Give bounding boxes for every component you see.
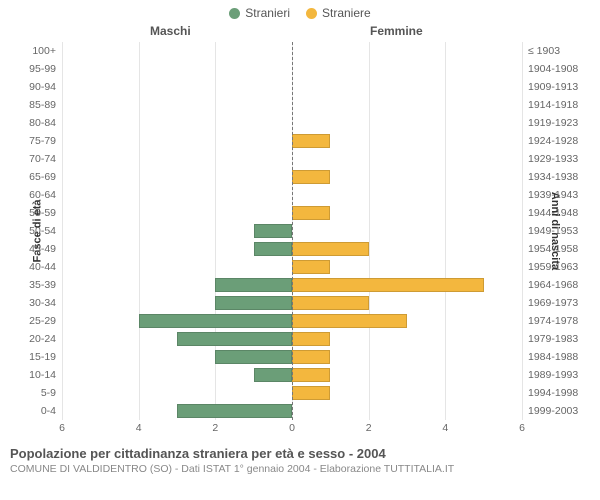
year-label: 1934-1938 — [528, 171, 578, 183]
legend-male: Stranieri — [229, 6, 290, 20]
age-label: 95-99 — [29, 63, 56, 75]
column-headers: Maschi Femmine — [0, 24, 600, 40]
year-label: ≤ 1903 — [528, 45, 560, 57]
bar-male — [215, 278, 292, 292]
bar-female — [292, 206, 330, 220]
chart-title: Popolazione per cittadinanza straniera p… — [10, 446, 590, 461]
age-label: 70-74 — [29, 153, 56, 165]
x-tick: 6 — [519, 422, 525, 434]
year-label: 1944-1948 — [528, 207, 578, 219]
age-label: 5-9 — [41, 387, 56, 399]
year-label: 1909-1913 — [528, 81, 578, 93]
year-label: 1924-1928 — [528, 135, 578, 147]
year-label: 1939-1943 — [528, 189, 578, 201]
bar-male — [215, 296, 292, 310]
x-tick: 4 — [136, 422, 142, 434]
chart-plot: Fasce di età Anni di nascita 100+≤ 19039… — [0, 42, 600, 420]
age-label: 90-94 — [29, 81, 56, 93]
legend-female-label: Straniere — [322, 6, 371, 20]
age-label: 65-69 — [29, 171, 56, 183]
center-divider — [292, 42, 293, 420]
bar-male — [254, 368, 292, 382]
x-axis: 6 4 2 0 2 4 6 — [62, 420, 522, 438]
legend-male-swatch — [229, 8, 240, 19]
bar-female — [292, 296, 369, 310]
year-label: 1969-1973 — [528, 297, 578, 309]
bar-male — [254, 242, 292, 256]
age-label: 35-39 — [29, 279, 56, 291]
age-label: 20-24 — [29, 333, 56, 345]
year-label: 1954-1958 — [528, 243, 578, 255]
year-label: 1929-1933 — [528, 153, 578, 165]
age-label: 30-34 — [29, 297, 56, 309]
bar-female — [292, 242, 369, 256]
age-label: 85-89 — [29, 99, 56, 111]
chart-subtitle: COMUNE DI VALDIDENTRO (SO) - Dati ISTAT … — [10, 463, 590, 475]
year-label: 1979-1983 — [528, 333, 578, 345]
x-tick: 2 — [366, 422, 372, 434]
age-label: 60-64 — [29, 189, 56, 201]
bar-male — [177, 332, 292, 346]
legend-female: Straniere — [306, 6, 371, 20]
legend-male-label: Stranieri — [245, 6, 290, 20]
age-label: 40-44 — [29, 261, 56, 273]
age-label: 25-29 — [29, 315, 56, 327]
bar-male — [139, 314, 292, 328]
legend-female-swatch — [306, 8, 317, 19]
year-label: 1999-2003 — [528, 405, 578, 417]
x-tick: 6 — [59, 422, 65, 434]
bar-female — [292, 332, 330, 346]
bar-female — [292, 278, 484, 292]
year-label: 1904-1908 — [528, 63, 578, 75]
year-label: 1959-1963 — [528, 261, 578, 273]
legend: Stranieri Straniere — [0, 0, 600, 20]
bar-female — [292, 368, 330, 382]
year-label: 1919-1923 — [528, 117, 578, 129]
bar-female — [292, 350, 330, 364]
footer: Popolazione per cittadinanza straniera p… — [10, 446, 590, 475]
bar-male — [215, 350, 292, 364]
header-femmine: Femmine — [370, 24, 423, 38]
bar-female — [292, 170, 330, 184]
x-tick: 4 — [442, 422, 448, 434]
year-label: 1974-1978 — [528, 315, 578, 327]
age-label: 50-54 — [29, 225, 56, 237]
year-label: 1994-1998 — [528, 387, 578, 399]
age-label: 45-49 — [29, 243, 56, 255]
age-label: 15-19 — [29, 351, 56, 363]
year-label: 1964-1968 — [528, 279, 578, 291]
age-label: 75-79 — [29, 135, 56, 147]
bar-female — [292, 260, 330, 274]
header-maschi: Maschi — [150, 24, 191, 38]
age-label: 80-84 — [29, 117, 56, 129]
x-tick: 2 — [212, 422, 218, 434]
bar-female — [292, 314, 407, 328]
bar-female — [292, 134, 330, 148]
age-label: 10-14 — [29, 369, 56, 381]
year-label: 1989-1993 — [528, 369, 578, 381]
age-label: 100+ — [32, 45, 56, 57]
bar-female — [292, 386, 330, 400]
age-label: 55-59 — [29, 207, 56, 219]
bar-male — [177, 404, 292, 418]
gridline — [522, 42, 523, 420]
year-label: 1984-1988 — [528, 351, 578, 363]
year-label: 1914-1918 — [528, 99, 578, 111]
x-tick: 0 — [289, 422, 295, 434]
year-label: 1949-1953 — [528, 225, 578, 237]
age-label: 0-4 — [41, 405, 56, 417]
bar-male — [254, 224, 292, 238]
